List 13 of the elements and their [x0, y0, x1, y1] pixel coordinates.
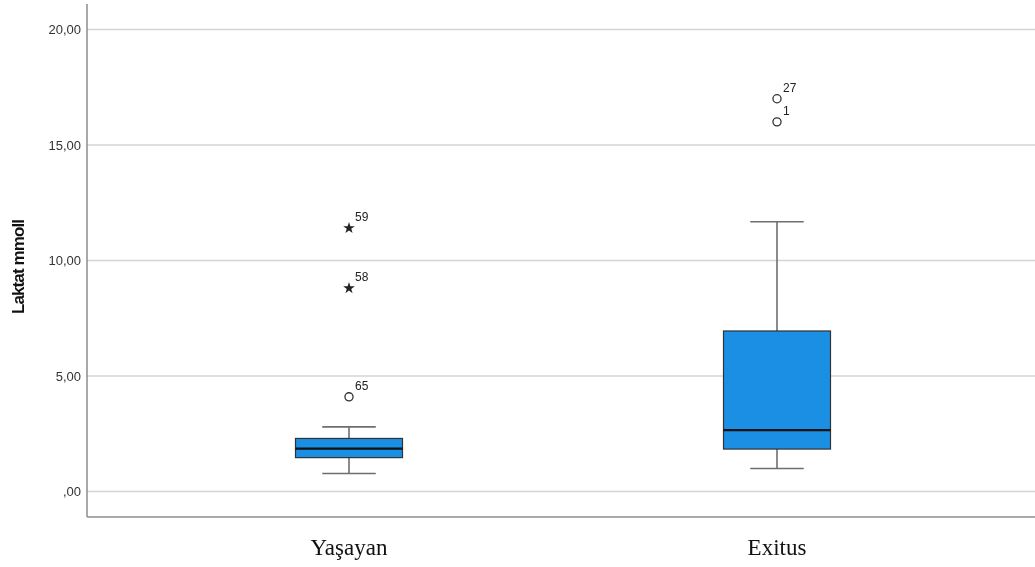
x-tick-label: Exitus: [747, 535, 807, 560]
y-tick-label: 10,00: [48, 253, 81, 269]
annotation: 59: [355, 210, 369, 225]
annotation: 65: [355, 378, 369, 393]
x-tick-label: Yaşayan: [310, 535, 388, 560]
y-tick-label: 5,00: [55, 368, 81, 384]
annotation: 27: [783, 80, 797, 95]
annotation: 1: [783, 103, 790, 118]
y-axis-title: Laktat mmoll: [9, 219, 28, 315]
y-tick-label: 20,00: [48, 21, 81, 37]
y-tick-label: 15,00: [48, 137, 81, 153]
y-tick-label: ,00: [62, 484, 81, 500]
annotation: 58: [355, 270, 369, 285]
